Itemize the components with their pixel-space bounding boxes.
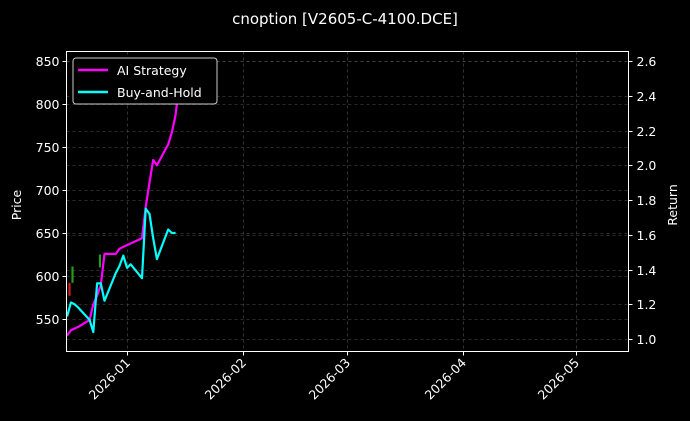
right-tick-label: 1.0 [637, 332, 657, 347]
x-tick-label: 2026-02 [202, 355, 250, 403]
legend: AI Strategy Buy-and-Hold [72, 57, 218, 105]
right-y-axis: 2.6 2.4 2.2 2.0 1.8 1.6 1.4 1.2 1.0 [628, 54, 657, 347]
grid-lines [66, 51, 629, 352]
right-tick-label: 2.6 [637, 54, 657, 69]
ai-strategy-line [66, 67, 185, 337]
legend-box [72, 57, 218, 105]
trade-markers [68, 254, 102, 296]
left-tick-label: 700 [36, 183, 60, 198]
right-axis-label: Return [665, 184, 680, 225]
right-tick-label: 1.6 [637, 228, 657, 243]
left-tick-label: 650 [36, 226, 60, 241]
buy-and-hold-line [66, 207, 176, 334]
x-axis: 2026-01 2026-02 2026-03 2026-04 2026-05 [86, 351, 583, 403]
left-tick-label: 550 [36, 312, 60, 327]
x-tick-label: 2026-05 [535, 355, 583, 403]
left-tick-label: 850 [36, 54, 60, 69]
x-tick-label: 2026-01 [86, 355, 134, 403]
chart-title: cnoption [V2605-C-4100.DCE] [232, 10, 458, 28]
right-tick-label: 1.4 [637, 263, 657, 278]
x-tick-label: 2026-03 [306, 355, 354, 403]
series-lines [66, 67, 185, 337]
legend-buy-and-hold-label: Buy-and-Hold [117, 85, 202, 100]
x-tick-label: 2026-04 [422, 355, 470, 403]
left-y-axis: 850 800 750 700 650 600 550 [36, 54, 67, 327]
left-tick-label: 600 [36, 269, 60, 284]
left-tick-label: 750 [36, 140, 60, 155]
right-tick-label: 1.8 [637, 193, 657, 208]
right-tick-label: 2.2 [637, 124, 657, 139]
right-tick-label: 2.4 [637, 89, 657, 104]
left-axis-label: Price [9, 189, 24, 220]
legend-ai-strategy-label: AI Strategy [117, 63, 187, 78]
right-tick-label: 1.2 [637, 297, 657, 312]
right-tick-label: 2.0 [637, 158, 657, 173]
left-tick-label: 800 [36, 97, 60, 112]
